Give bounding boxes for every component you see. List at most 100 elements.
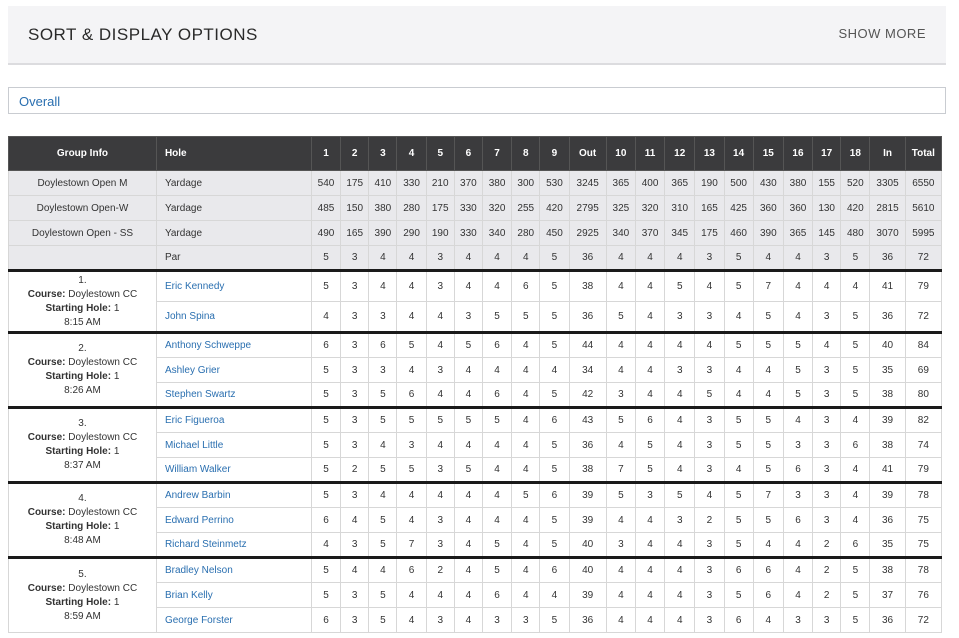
player-name-link[interactable]: George Forster	[155, 607, 312, 633]
info-value: 420	[840, 195, 871, 221]
score-cell: 2	[340, 457, 370, 483]
group-course: Course: Doylestown CC	[9, 582, 155, 596]
info-value: 175	[694, 220, 725, 246]
player-name-link[interactable]: Brian Kelly	[155, 582, 312, 608]
score-cell: 3	[694, 406, 725, 433]
player-name-link[interactable]: Andrew Barbin	[155, 481, 312, 508]
score-cell: 5	[782, 331, 814, 358]
score-cell: 3	[812, 481, 842, 508]
info-value: 500	[723, 170, 754, 196]
score-cell: 5	[840, 301, 871, 333]
header-col: 9	[539, 136, 570, 171]
course-label: Course:	[27, 432, 66, 443]
score-cell: 82	[904, 406, 943, 433]
score-cell: 4	[511, 406, 541, 433]
score-cell: 3	[396, 432, 427, 458]
starting-hole-value: 1	[113, 596, 120, 608]
score-cell: 4	[664, 331, 696, 358]
info-value: 4	[453, 245, 483, 271]
score-cell: 7	[752, 269, 784, 302]
player-name-link[interactable]: Stephen Swartz	[155, 382, 312, 408]
player-name-link[interactable]: Bradley Nelson	[155, 556, 312, 583]
score-cell: 4	[694, 481, 725, 508]
score-cell: 4	[310, 532, 342, 558]
score-cell: 5	[453, 331, 483, 358]
score-cell: 36	[869, 607, 906, 633]
info-value: 150	[340, 195, 370, 221]
player-name-link[interactable]: John Spina	[155, 301, 312, 333]
score-cell: 5	[453, 406, 483, 433]
score-cell: 3	[812, 607, 842, 633]
show-more-button[interactable]: SHOW MORE	[838, 26, 926, 41]
score-cell: 4	[368, 481, 398, 508]
score-cell: 4	[782, 269, 814, 302]
info-value: 280	[511, 220, 541, 246]
info-value: 3245	[568, 170, 607, 196]
score-cell: 4	[605, 507, 636, 533]
header-col: 13	[694, 136, 725, 171]
score-cell: 75	[904, 507, 943, 533]
score-cell: 3	[782, 432, 814, 458]
player-name-link[interactable]: Michael Little	[155, 432, 312, 458]
score-cell: 39	[568, 481, 607, 508]
score-cell: 5	[840, 582, 871, 608]
score-cell: 4	[396, 481, 427, 508]
header-col: 16	[782, 136, 814, 171]
score-cell: 3	[340, 406, 370, 433]
score-cell: 3	[694, 582, 725, 608]
score-cell: 3	[425, 357, 455, 383]
info-value: 4	[481, 245, 513, 271]
score-cell: 5	[539, 382, 570, 408]
score-cell: 4	[840, 269, 871, 302]
score-cell: 6	[310, 507, 342, 533]
filter-select[interactable]: Overall	[8, 87, 946, 114]
info-value: 36	[869, 245, 906, 271]
score-cell: 4	[511, 507, 541, 533]
score-cell: 3	[812, 382, 842, 408]
player-name-link[interactable]: Edward Perrino	[155, 507, 312, 533]
info-value: 165	[694, 195, 725, 221]
score-cell: 5	[840, 556, 871, 583]
info-value: 320	[634, 195, 666, 221]
score-cell: 5	[425, 406, 455, 433]
group-number: 5.	[78, 568, 87, 580]
score-cell: 6	[310, 331, 342, 358]
group-course: Course: Doylestown CC	[9, 356, 155, 370]
score-cell: 4	[782, 556, 814, 583]
score-cell: 4	[511, 532, 541, 558]
info-value: 6550	[904, 170, 943, 196]
player-row: Brian Kelly 5 3 5 4 4 4 6 4 4 39 4 4 4 3 5 6 4 2 5 37 76	[9, 582, 943, 608]
score-cell: 5	[539, 532, 570, 558]
score-cell: 78	[904, 556, 943, 583]
player-name-link[interactable]: Ashley Grier	[155, 357, 312, 383]
score-cell: 6	[539, 556, 570, 583]
score-cell: 2	[812, 582, 842, 608]
info-value: 340	[481, 220, 513, 246]
player-name-link[interactable]: William Walker	[155, 457, 312, 483]
info-value: 3	[425, 245, 455, 271]
starting-hole-value: 1	[113, 371, 120, 382]
score-cell: 6	[511, 269, 541, 302]
player-name-link[interactable]: Eric Kennedy	[155, 269, 312, 302]
course-label: Course:	[27, 582, 66, 594]
player-name-link[interactable]: Richard Steinmetz	[155, 532, 312, 558]
score-cell: 5	[634, 432, 666, 458]
score-cell: 3	[511, 607, 541, 633]
score-cell: 6	[310, 607, 342, 633]
score-cell: 41	[869, 457, 906, 483]
score-cell: 5	[782, 357, 814, 383]
score-cell: 4	[752, 357, 784, 383]
score-cell: 4	[396, 507, 427, 533]
starting-hole-label: Starting Hole:	[45, 446, 112, 457]
starting-hole-label: Starting Hole:	[45, 596, 112, 608]
player-name-link[interactable]: Anthony Schweppe	[155, 331, 312, 358]
score-cell: 5	[752, 301, 784, 333]
player-name-link[interactable]: Eric Figueroa	[155, 406, 312, 433]
score-cell: 4	[453, 556, 483, 583]
score-cell: 36	[869, 507, 906, 533]
group-tee-time: 8:37 AM	[64, 460, 101, 471]
